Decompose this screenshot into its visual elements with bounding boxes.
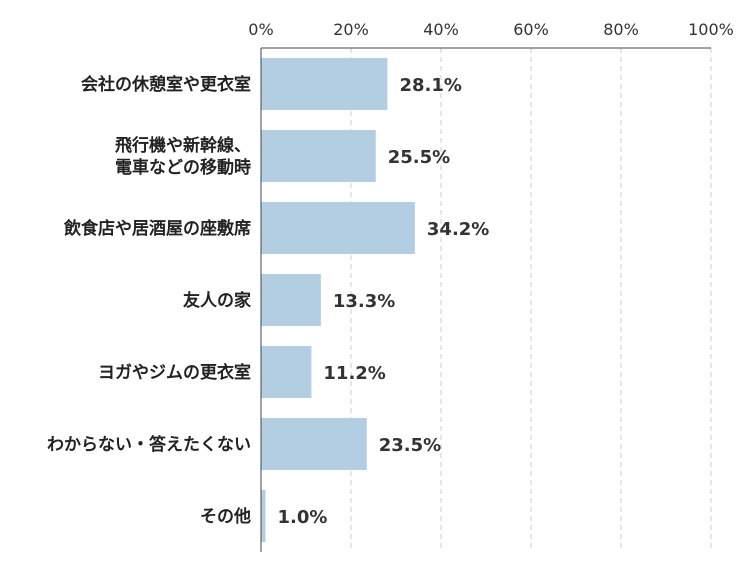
value-label-3: 13.3% <box>333 291 395 312</box>
bar-1 <box>261 130 376 182</box>
bars <box>261 58 415 542</box>
category-label-6: その他 <box>200 506 251 527</box>
x-tick-label-100: 100% <box>688 20 734 39</box>
category-labels: 会社の休憩室や更衣室飛行機や新幹線、電車などの移動時飲食店や居酒屋の座敷席友人の… <box>47 74 251 527</box>
value-label-1: 25.5% <box>388 147 450 168</box>
bar-3 <box>261 274 321 326</box>
bar-2 <box>261 202 415 254</box>
x-tick-label-0: 0% <box>248 20 273 39</box>
bar-0 <box>261 58 388 110</box>
category-label-5: わからない・答えたくない <box>47 434 251 455</box>
value-label-6: 1.0% <box>278 507 328 528</box>
category-label-4: ヨガやジムの更衣室 <box>98 362 251 383</box>
grid-lines <box>350 48 712 552</box>
x-axis-ticks: 0% 20% 40% 60% 80% 100% <box>248 20 734 39</box>
category-label-0: 会社の休憩室や更衣室 <box>81 74 251 95</box>
value-label-4: 11.2% <box>323 363 385 384</box>
category-label-1: 飛行機や新幹線、電車などの移動時 <box>114 135 251 178</box>
x-tick-label-20: 20% <box>333 20 369 39</box>
bar-5 <box>261 418 367 470</box>
value-labels: 28.1% 25.5% 34.2% 13.3% 11.2% 23.5% 1.0% <box>278 75 490 528</box>
value-label-2: 34.2% <box>427 219 489 240</box>
x-tick-label-60: 60% <box>513 20 549 39</box>
bar-4 <box>261 346 312 398</box>
category-label-3: 友人の家 <box>183 290 251 311</box>
category-label-2: 飲食店や居酒屋の座敷席 <box>63 218 251 239</box>
bar-6 <box>261 490 266 542</box>
x-tick-label-80: 80% <box>603 20 639 39</box>
value-label-5: 23.5% <box>379 435 441 456</box>
x-tick-label-40: 40% <box>423 20 459 39</box>
value-label-0: 28.1% <box>399 75 461 96</box>
